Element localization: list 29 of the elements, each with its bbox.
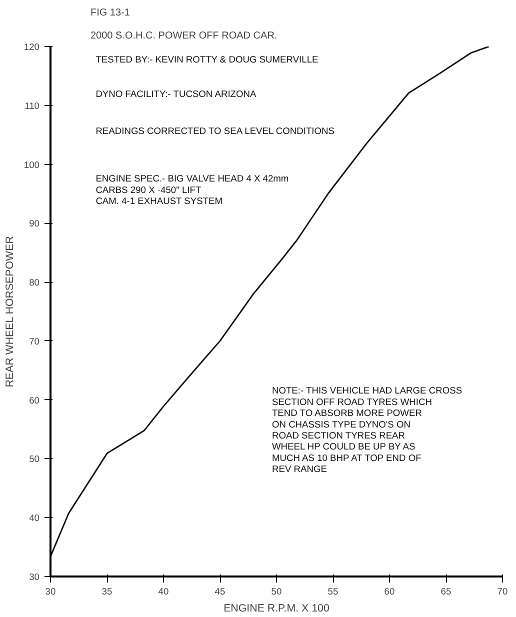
chart-title: FIG 13-1 <box>90 8 130 18</box>
x-tick-label: 35 <box>102 586 112 596</box>
x-tick-label: 70 <box>497 586 508 596</box>
annotation: DYNO FACILITY:- TUCSON ARIZONA <box>96 88 257 99</box>
y-tick-label: 70 <box>29 336 40 346</box>
chart-subtitle: 2000 S.O.H.C. POWER OFF ROAD CAR. <box>90 30 278 42</box>
y-tick-label: 100 <box>24 160 40 170</box>
annotation: NOTE:- THIS VEHICLE HAD LARGE CROSS SECTION OFF ROAD TYRES WHICH TEND TO ABSORB MORE POWER ON CHASSIS TYPE DYNO'S ON ROAD SECTION TYRES REAR WHEEL HP COULD BE UP BY AS MUCH AS 10 BHP AT TOP END OF REV RANGE <box>272 386 462 474</box>
x-tick-label: 65 <box>440 586 452 596</box>
annotation: TESTED BY:- KEVIN ROTTY & DOUG SUMERVILLE <box>96 54 318 64</box>
y-axis-title: REAR WHEEL HORSEPOWER <box>4 236 16 388</box>
y-tick-label: 50 <box>29 454 40 464</box>
x-tick-label: 30 <box>45 586 56 596</box>
annotation: READINGS CORRECTED TO SEA LEVEL CONDITIONS <box>96 126 334 136</box>
x-axis-title: ENGINE R.P.M. X 100 <box>224 602 330 614</box>
y-tick-label: 120 <box>24 42 40 52</box>
y-tick-label: 40 <box>29 513 40 524</box>
y-tick-label: 30 <box>29 572 40 582</box>
x-tick-label: 45 <box>214 586 226 596</box>
x-tick-label: 40 <box>158 586 169 596</box>
y-tick-label: 80 <box>29 278 40 288</box>
line-series <box>50 46 490 558</box>
y-tick-label: 60 <box>29 395 40 406</box>
x-tick-label: 60 <box>384 586 395 596</box>
y-tick-label: 90 <box>29 218 40 229</box>
x-tick-label: 50 <box>271 586 282 596</box>
annotation: ENGINE SPEC.- BIG VALVE HEAD 4 X 42mm CARBS 290 X ·450" LIFT CAM. 4-1 EXHAUST SYSTEM <box>96 174 289 206</box>
x-tick-label: 55 <box>328 586 338 596</box>
y-tick-label: 110 <box>24 100 40 111</box>
